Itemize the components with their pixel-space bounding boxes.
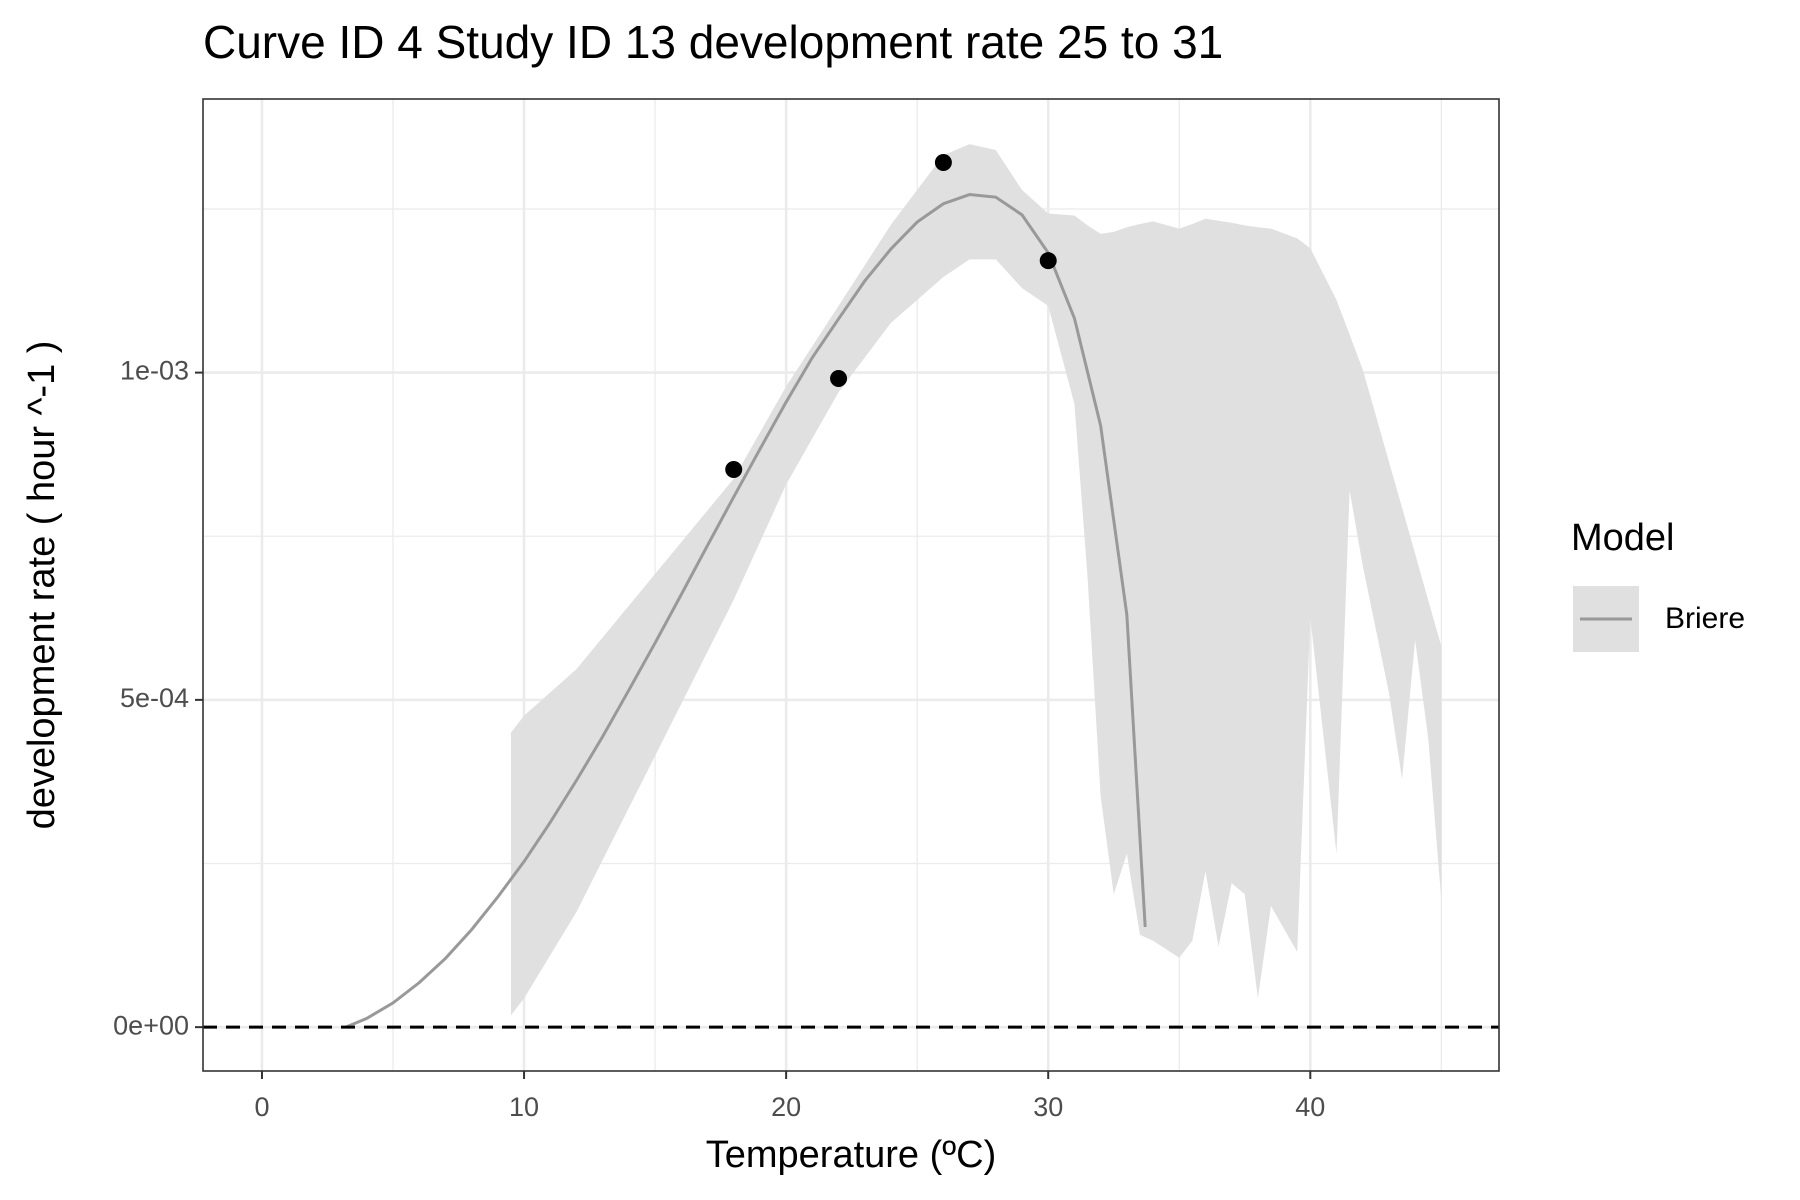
data-point [934,153,952,171]
x-axis-label: Temperature (ºC) [706,1134,997,1176]
model-line [345,193,1147,1029]
y-tick-label: 5e-04 [120,683,189,713]
x-tick-label: 20 [771,1092,801,1122]
legend-title: Model [1571,517,1675,559]
x-tick-label: 30 [1033,1092,1063,1122]
x-tick-label: 10 [509,1092,539,1122]
x-tick-label: 40 [1295,1092,1325,1122]
data-point [725,460,743,478]
chart-title: Curve ID 4 Study ID 13 development rate … [203,16,1223,68]
legend-label: Briere [1665,602,1745,635]
confidence-ribbon [510,144,1442,1016]
y-axis-label: development rate ( hour ^-1 ) [21,341,63,830]
data-point [830,369,848,387]
y-tick-label: 1e-03 [120,356,189,386]
x-tick-label: 0 [254,1092,269,1122]
data-point [1039,252,1057,270]
y-tick-label: 0e+00 [113,1010,189,1040]
panel-border [202,98,1500,1072]
